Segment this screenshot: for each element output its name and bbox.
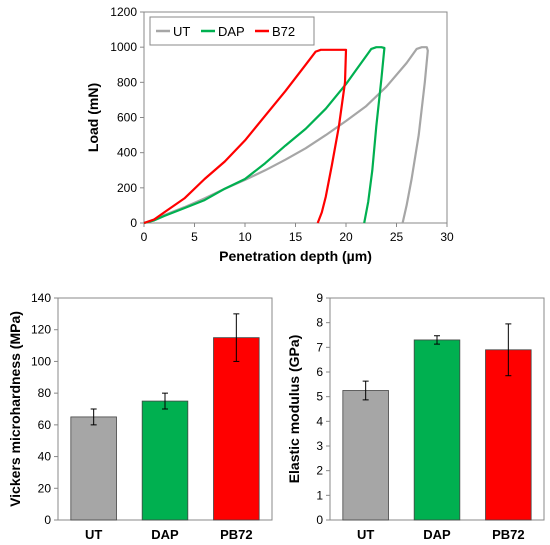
y-tick-label: 4 [316,414,323,428]
x-category-label: DAP [151,527,179,542]
x-category-label: UT [85,527,102,542]
axes: 0 20 40 60 80 100 120 140 UT DAP PB72 [31,291,253,542]
bars-group [70,313,260,521]
y-tick-label: 40 [38,450,52,464]
y-tick-label: 400 [117,146,137,160]
x-tick-label: 5 [191,230,198,244]
x-tick-label: 25 [390,230,404,244]
microhardness-chart: 0 20 40 60 80 100 120 140 UT DAP PB72 Vickers micr… [7,291,273,542]
y-tick-label: 800 [117,75,137,89]
x-category-label: PB72 [220,527,253,542]
x-tick-label: 0 [141,230,148,244]
bar-dap [413,339,461,521]
legend: UT DAP B72 [149,16,315,46]
bar-dap [141,400,189,521]
y-tick-label: 80 [38,386,52,400]
x-category-label: UT [357,527,374,542]
x-tick-label: 30 [440,230,454,244]
axes: 0 5 10 15 20 25 30 0 200 400 600 800 1000 1200 [110,5,454,244]
elastic-modulus-chart: 0 1 2 3 4 5 6 7 8 9 UT DAP PB72 Elastic modulus (GPa… [286,291,545,542]
y-tick-label: 200 [117,181,137,195]
bar-ut [70,416,117,521]
x-axis-label: Penetration depth (µm) [219,248,372,264]
y-tick-label: 7 [316,340,323,354]
y-tick-label: 2 [316,464,323,478]
y-tick-label: 140 [31,291,51,305]
y-tick-label: 1000 [110,40,137,54]
axes: 0 1 2 3 4 5 6 7 8 9 UT DAP PB72 [316,291,524,542]
y-axis-label: Elastic modulus (GPa) [286,335,302,484]
x-tick-label: 20 [339,230,353,244]
legend-label-ut: UT [173,24,190,39]
legend-box [149,16,315,46]
series-line-b72 [143,48,348,225]
y-tick-label: 5 [316,390,323,404]
y-tick-label: 100 [31,354,51,368]
bar-pb72 [213,337,260,521]
y-tick-label: 3 [316,439,323,453]
y-tick-label: 1 [316,488,323,502]
y-tick-label: 120 [31,323,51,337]
x-category-label: DAP [423,527,451,542]
series-line-dap [143,46,386,225]
bar-ut [342,390,389,521]
x-tick-label: 15 [289,230,303,244]
load-depth-chart: 0 5 10 15 20 25 30 0 200 400 600 800 1000 1200 UT DAP B… [85,5,454,264]
y-tick-label: 0 [130,216,137,230]
y-tick-label: 9 [316,291,323,305]
y-tick-label: 8 [316,316,323,330]
bar-pb72 [485,349,532,521]
y-axis-label: Load (mN) [85,83,101,152]
y-tick-label: 20 [38,481,52,495]
y-tick-label: 0 [316,513,323,527]
y-tick-label: 0 [44,513,51,527]
y-tick-label: 6 [316,365,323,379]
y-tick-label: 600 [117,111,137,125]
y-axis-label: Vickers microhardness (MPa) [7,311,23,507]
legend-label-b72: B72 [272,24,295,39]
legend-label-dap: DAP [218,24,245,39]
legend-items: UT DAP B72 [156,24,295,39]
y-tick-label: 60 [38,418,52,432]
series-group [143,46,429,225]
y-tick-label: 1200 [110,5,137,19]
series-line-ut [143,46,429,225]
x-tick-label: 10 [238,230,252,244]
x-category-label: PB72 [492,527,525,542]
bars-group [342,323,532,521]
